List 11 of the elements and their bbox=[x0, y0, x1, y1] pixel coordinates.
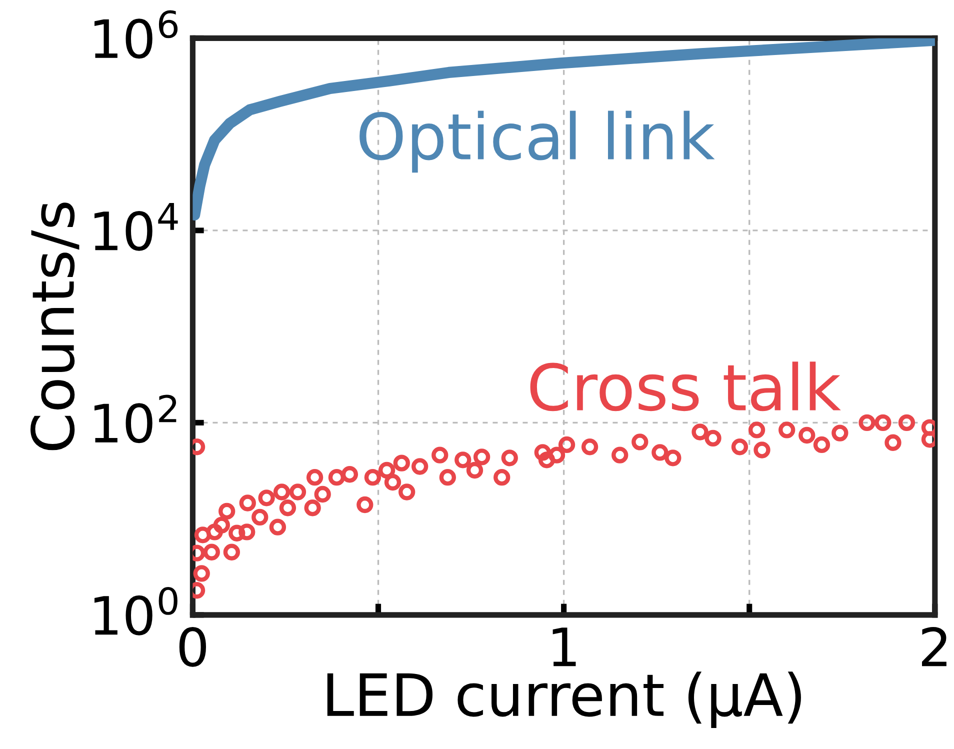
series-label: Optical link bbox=[360, 110, 715, 173]
y-tick-label: 10$^{2}$ bbox=[94, 394, 176, 444]
y-tick-label: 10$^{4}$ bbox=[94, 202, 178, 251]
y-tick-label: 10$^{0}$ bbox=[94, 586, 178, 636]
x-tick-label: 1 bbox=[552, 628, 576, 666]
series-label: Cross talk bbox=[530, 362, 841, 412]
y-tick-label: 10$^{6}$ bbox=[94, 10, 178, 59]
y-axis-title: Counts/s bbox=[30, 202, 80, 450]
x-axis-title: LED current (μA) bbox=[327, 672, 801, 728]
x-tick-label: 0 bbox=[179, 626, 206, 667]
x-tick-label: 2 bbox=[922, 626, 946, 666]
